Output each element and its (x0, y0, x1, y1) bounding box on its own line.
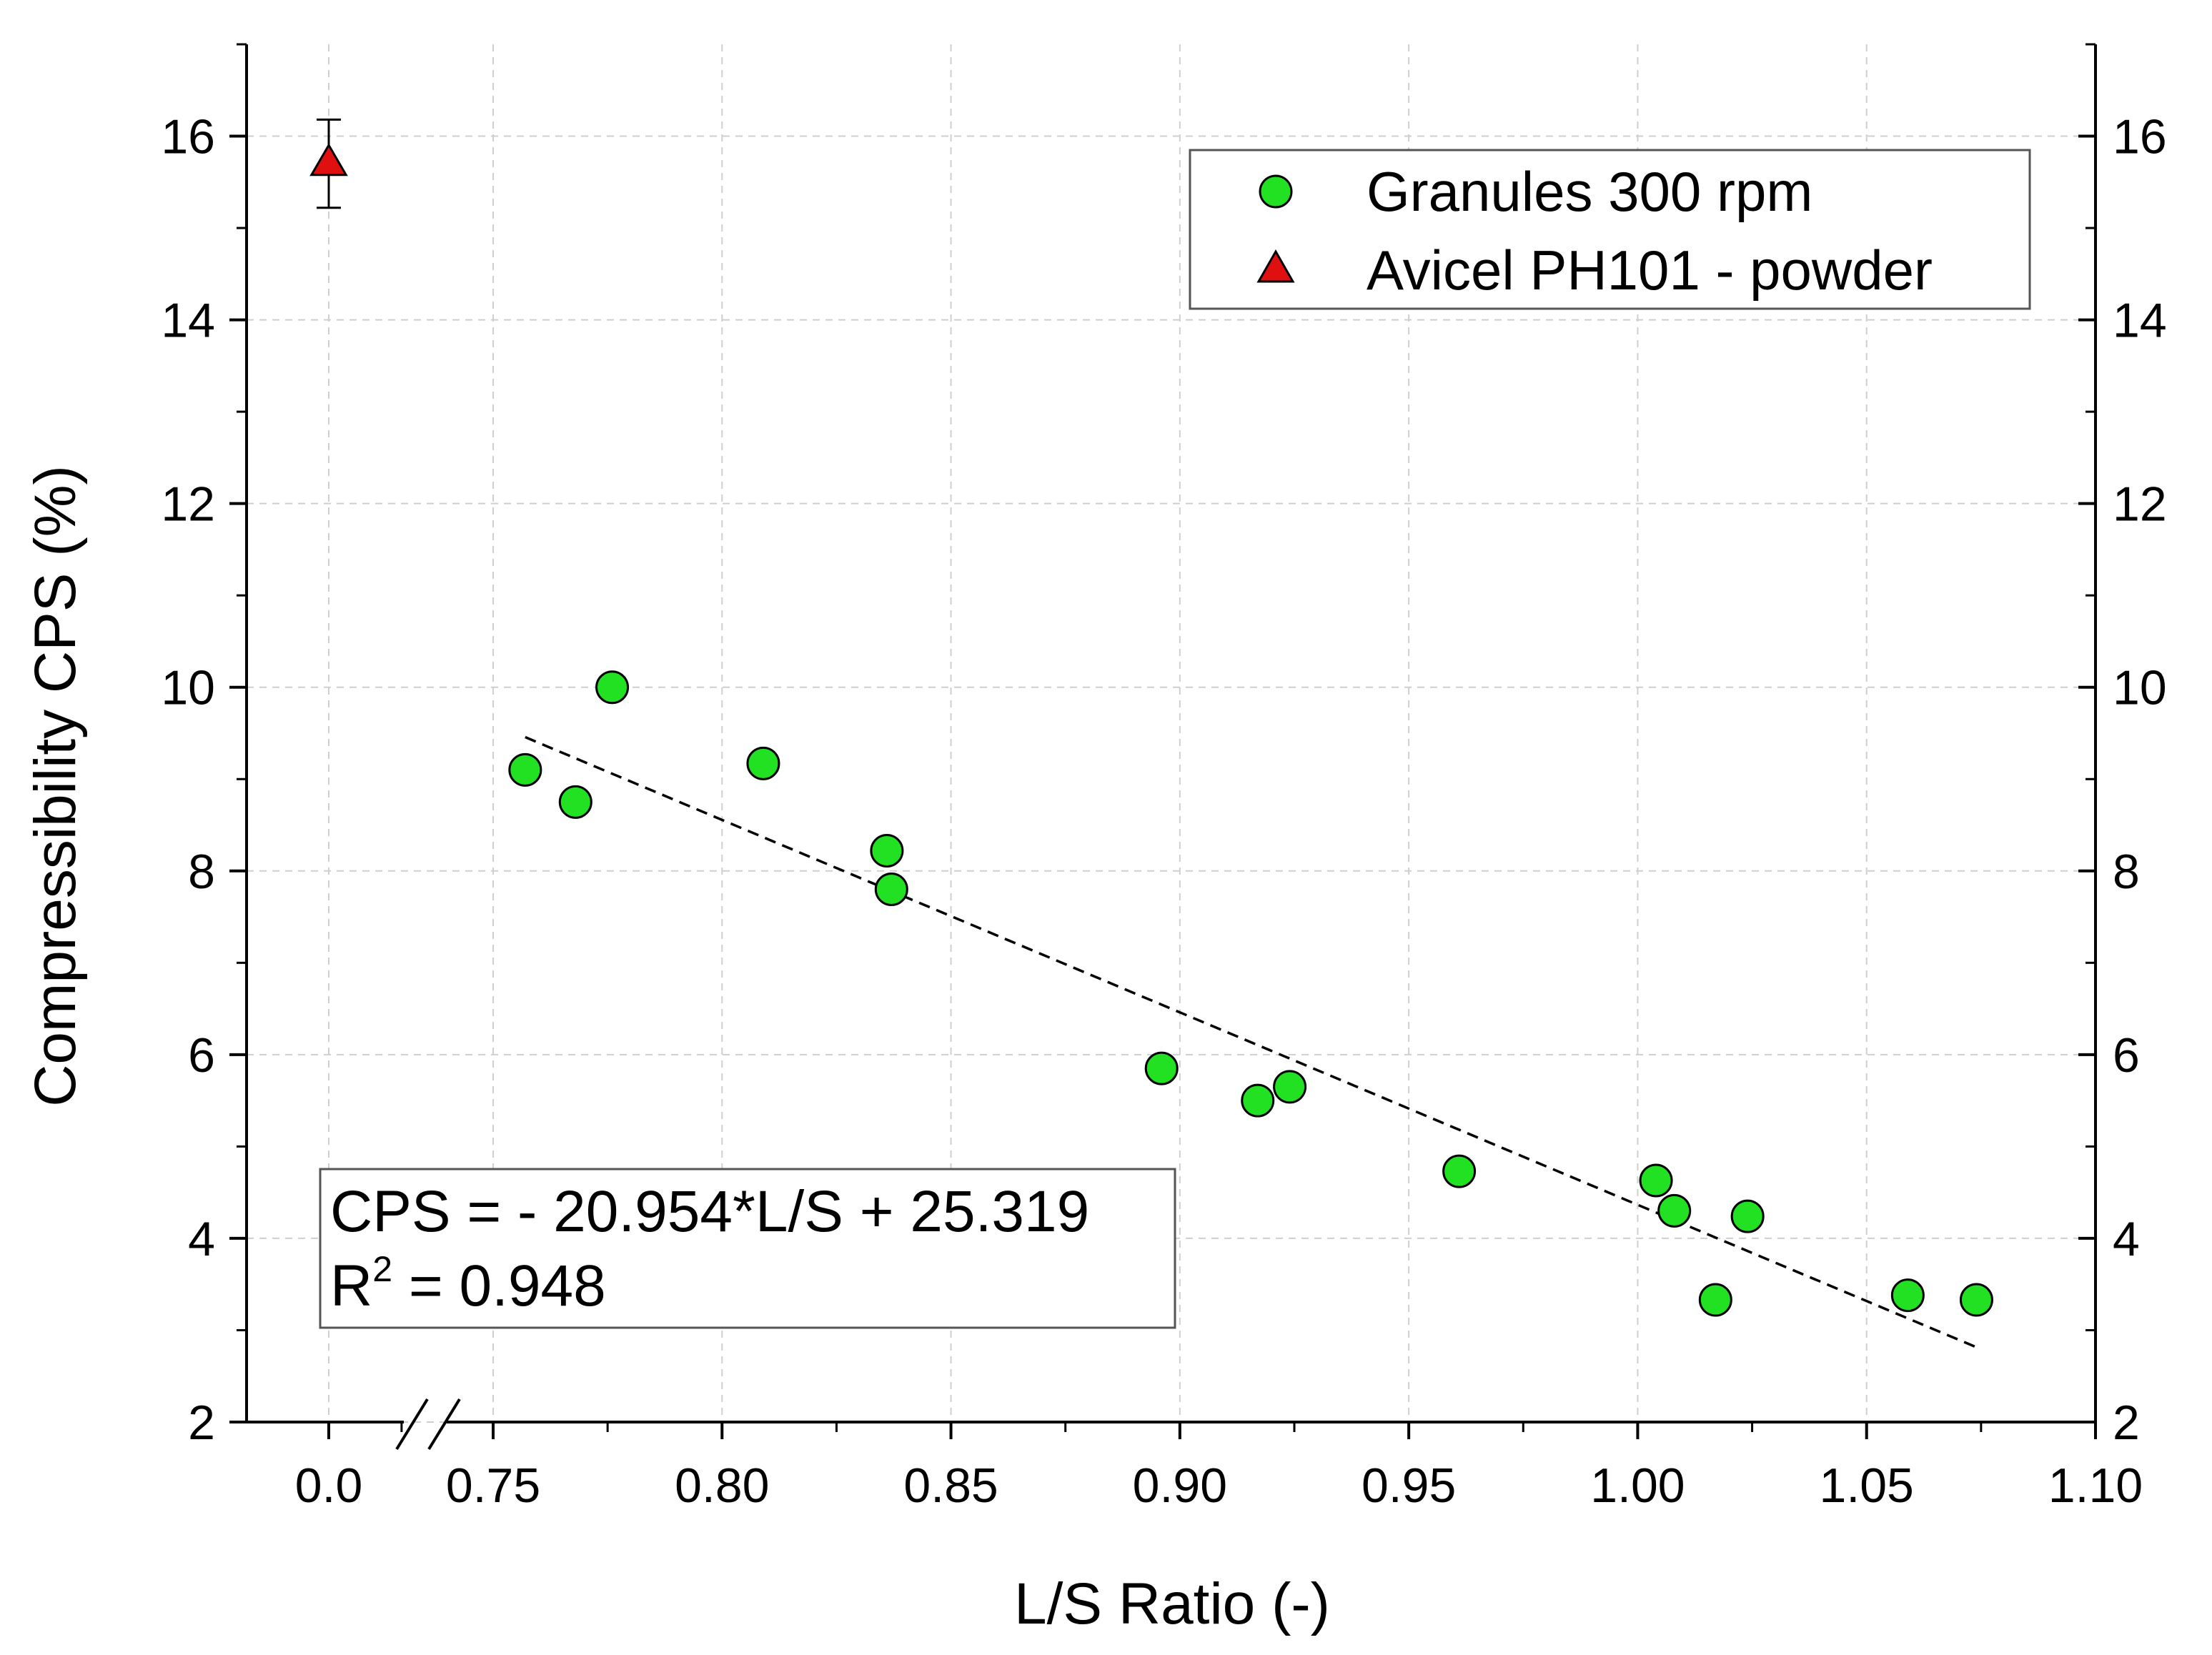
x-tick-label-0.90: 0.90 (1133, 1458, 1227, 1513)
r-squared-superscript: 2 (372, 1249, 392, 1289)
legend-marker-avicel-icon (1256, 249, 1295, 283)
x-tick-label-0.85: 0.85 (903, 1458, 998, 1513)
axis-break-mark-2 (427, 1398, 461, 1451)
y-tick-label-left-12: 12 (161, 477, 215, 532)
equation-line-2: R2 = 0.948 (330, 1249, 606, 1318)
y-tick-label-right-2: 2 (2113, 1396, 2140, 1450)
data-point-granules-2 (595, 670, 630, 705)
legend: Granules 300 rpm Avicel PH101 - powder (1189, 149, 2031, 310)
y-axis-title: Compressibility CPS (%) (23, 465, 88, 1107)
y-tick-label-left-6: 6 (188, 1028, 215, 1083)
y-tick-label-right-16: 16 (2113, 110, 2167, 164)
legend-label-avicel: Avicel PH101 - powder (1367, 239, 1933, 302)
data-point-granules-10 (1639, 1163, 1673, 1198)
data-point-granules-4 (870, 834, 904, 868)
x-tick-label-1.05: 1.05 (1820, 1458, 1914, 1513)
equation-frame (319, 1168, 1176, 1329)
x-tick-label-0.75: 0.75 (446, 1458, 540, 1513)
data-point-granules-13 (1730, 1199, 1765, 1233)
fit-line (525, 735, 1978, 1348)
y-tick-label-right-10: 10 (2113, 661, 2167, 715)
y-tick-label-left-10: 10 (161, 661, 215, 715)
y-tick-label-right-14: 14 (2113, 294, 2167, 348)
r-squared-value: = 0.948 (392, 1253, 606, 1318)
data-point-granules-1 (558, 785, 592, 819)
equation-box: CPS = - 20.954*L/S + 25.319 R2 = 0.948 (319, 1168, 1176, 1329)
y-tick-label-right-8: 8 (2113, 845, 2140, 899)
data-point-granules-9 (1442, 1154, 1477, 1188)
y-tick-label-left-14: 14 (161, 294, 215, 348)
legend-marker-granules-icon (1259, 174, 1293, 209)
x-tick-label-0.80: 0.80 (675, 1458, 769, 1513)
x-axis-title: L/S Ratio (-) (1014, 1571, 1330, 1636)
fit-line-group (525, 735, 1978, 1348)
data-point-granules-6 (1144, 1051, 1179, 1085)
data-point-granules-11 (1657, 1193, 1692, 1228)
data-point-granules-5 (874, 873, 908, 907)
data-point-granules-14 (1890, 1278, 1925, 1313)
x-tick-label-0.95: 0.95 (1362, 1458, 1456, 1513)
data-point-avicel-0 (309, 143, 348, 177)
y-tick-label-left-4: 4 (188, 1212, 215, 1266)
legend-box (1189, 149, 2031, 310)
data-point-granules-15 (1959, 1283, 1993, 1317)
y-tick-label-left-2: 2 (188, 1396, 215, 1450)
y-tick-label-left-16: 16 (161, 110, 215, 164)
data-point-granules-8 (1273, 1070, 1307, 1104)
x-tick-label-0.0: 0.0 (295, 1458, 363, 1513)
tick-labels: 2 2 4 4 6 6 8 8 10 10 12 12 14 14 16 16 0.0 0.75 0.80 0.85 0… (161, 110, 2166, 1513)
tick-marks (229, 43, 2097, 1439)
legend-label-granules: Granules 300 rpm (1367, 160, 1812, 223)
data-point-granules-7 (1241, 1083, 1275, 1118)
data-point-granules-0 (508, 752, 542, 787)
data-point-granules-12 (1698, 1283, 1732, 1317)
r-squared-symbol: R (330, 1253, 372, 1318)
y-tick-label-right-12: 12 (2113, 477, 2167, 532)
x-tick-label-1.10: 1.10 (2048, 1458, 2143, 1513)
x-tick-label-1.00: 1.00 (1590, 1458, 1685, 1513)
data-points (309, 118, 1993, 1317)
axis-break-mark-1 (395, 1398, 429, 1451)
equation-line-1: CPS = - 20.954*L/S + 25.319 (330, 1179, 1089, 1244)
y-tick-label-right-6: 6 (2113, 1028, 2140, 1083)
y-tick-label-right-4: 4 (2113, 1212, 2140, 1266)
y-tick-label-left-8: 8 (188, 845, 215, 899)
data-point-granules-3 (746, 746, 780, 780)
